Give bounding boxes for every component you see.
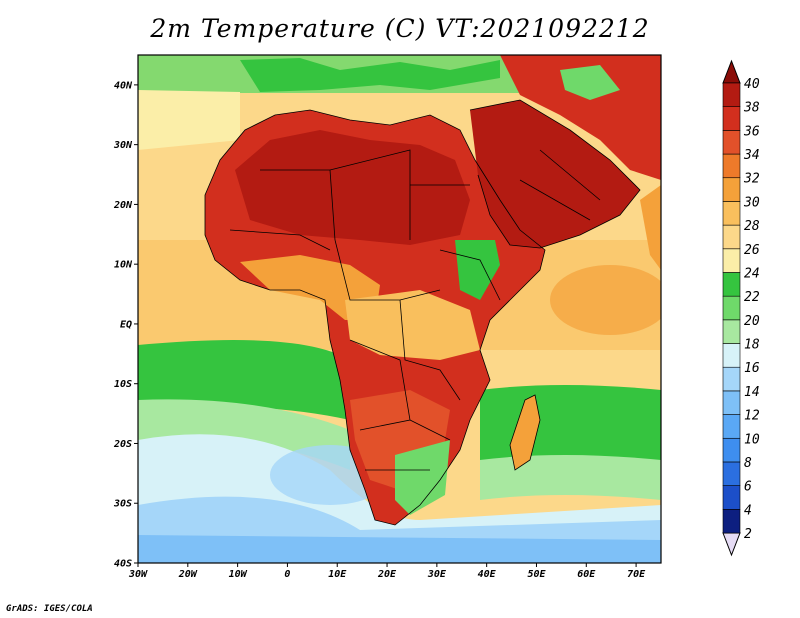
lon-tick-label: 30W <box>128 569 148 580</box>
grads-credit: GrADS: IGES/COLA <box>6 604 93 614</box>
lon-tick-label: 20E <box>377 569 397 580</box>
colorbar-swatch <box>722 106 741 131</box>
lat-tick-label: 10S <box>114 379 132 390</box>
lon-tick-label: 60E <box>577 569 596 580</box>
lon-tick-label: 30E <box>427 569 447 580</box>
sahara-hot-core <box>235 130 470 245</box>
page-title: 2m Temperature (C) VT:2021092212 <box>150 14 650 43</box>
colorbar-label: 12 <box>744 409 760 424</box>
lat-tick-label: 30S <box>113 499 132 510</box>
colorbar-label: 32 <box>743 172 760 187</box>
colorbar-swatch <box>722 319 741 344</box>
colorbar-max-arrow <box>722 59 741 84</box>
lon-tick-label: 10W <box>229 569 248 580</box>
south-coldest-band <box>138 535 661 563</box>
colorbar-label: 30 <box>743 195 760 210</box>
colorbar-swatch <box>722 201 741 226</box>
colorbar-swatch <box>722 153 741 179</box>
lon-tick-label: 40E <box>478 569 497 580</box>
lat-tick-label: 20N <box>113 200 133 211</box>
colorbar-label: 18 <box>744 338 760 353</box>
colorbar-label: 22 <box>744 290 760 305</box>
colorbar-swatch <box>722 485 741 510</box>
colorbar-label: 16 <box>744 361 760 376</box>
lon-tick-label: 70E <box>627 569 646 580</box>
colorbar-label: 34 <box>743 148 760 163</box>
colorbar-label: 40 <box>744 77 760 92</box>
colorbar-label: 14 <box>744 385 760 400</box>
southern-africa-green <box>395 440 450 515</box>
arabia-landmass <box>470 100 640 248</box>
central-africa-warm <box>345 290 480 360</box>
colorbar-min-arrow <box>722 532 741 557</box>
plot-frame <box>137 54 662 564</box>
lon-tick-label: 50E <box>527 569 546 580</box>
colorbar-label: 36 <box>743 124 760 139</box>
colorbar-swatch <box>722 82 741 107</box>
longitude-axis: 30W 20W 10W 0 10E 20E 30E 40E 50E 60E 70E <box>128 563 646 580</box>
colorbar-swatch <box>722 343 741 368</box>
colorbar-label: 6 <box>744 480 752 495</box>
lat-tick-label: 30N <box>113 140 133 151</box>
middle-east-cool-patches <box>560 65 620 100</box>
indian-ocean-warm <box>550 265 661 335</box>
india-fragment <box>640 185 661 270</box>
lon-tick-label: 20W <box>178 569 198 580</box>
colorbar-swatch <box>722 272 741 297</box>
latitude-axis: 40N 30N 20N 10N EQ 10S 20S 30S 40S <box>113 80 138 570</box>
colorbar-swatch <box>722 414 741 439</box>
lat-tick-label: 40N <box>114 80 133 91</box>
europe-south <box>240 58 500 92</box>
colorbar-swatch <box>722 295 741 321</box>
north-atlantic-band <box>138 90 240 150</box>
colorbar-label: 38 <box>743 101 760 116</box>
colorbar-swatch <box>722 390 741 415</box>
lat-tick-label: EQ <box>120 319 132 330</box>
colorbar-label: 8 <box>744 456 752 471</box>
lat-tick-label: 40S <box>114 559 132 570</box>
colorbar-swatch <box>722 177 741 202</box>
colorbar-label: 28 <box>744 219 760 234</box>
colorbar-swatch <box>722 248 741 273</box>
sahel-cooler <box>240 255 380 320</box>
country-borders <box>204 99 641 526</box>
colorbar-label: 2 <box>744 527 752 542</box>
middle-east-north <box>500 55 661 180</box>
colorbar-swatch <box>722 366 741 392</box>
temperature-field <box>138 55 661 563</box>
colorbar-swatch <box>722 461 741 486</box>
lat-tick-label: 10N <box>114 260 133 271</box>
colorbar-label: 20 <box>744 314 760 329</box>
lon-tick-label: 0 <box>284 569 290 580</box>
colorbar-label: 4 <box>744 503 752 518</box>
east-africa-cool <box>455 240 500 300</box>
madagascar <box>509 394 541 471</box>
colorbar-swatch <box>722 509 741 534</box>
colorbar-swatch <box>722 437 741 463</box>
colorbar-swatch <box>722 224 741 250</box>
lon-tick-label: 10E <box>328 569 347 580</box>
colorbar-label: 24 <box>744 266 760 281</box>
south-indian-light-green <box>480 455 661 500</box>
colorbar-label: 26 <box>744 243 760 258</box>
colorbar-label: 10 <box>744 432 760 447</box>
lat-tick-label: 20S <box>113 439 132 450</box>
colorbar-swatch <box>722 130 741 155</box>
